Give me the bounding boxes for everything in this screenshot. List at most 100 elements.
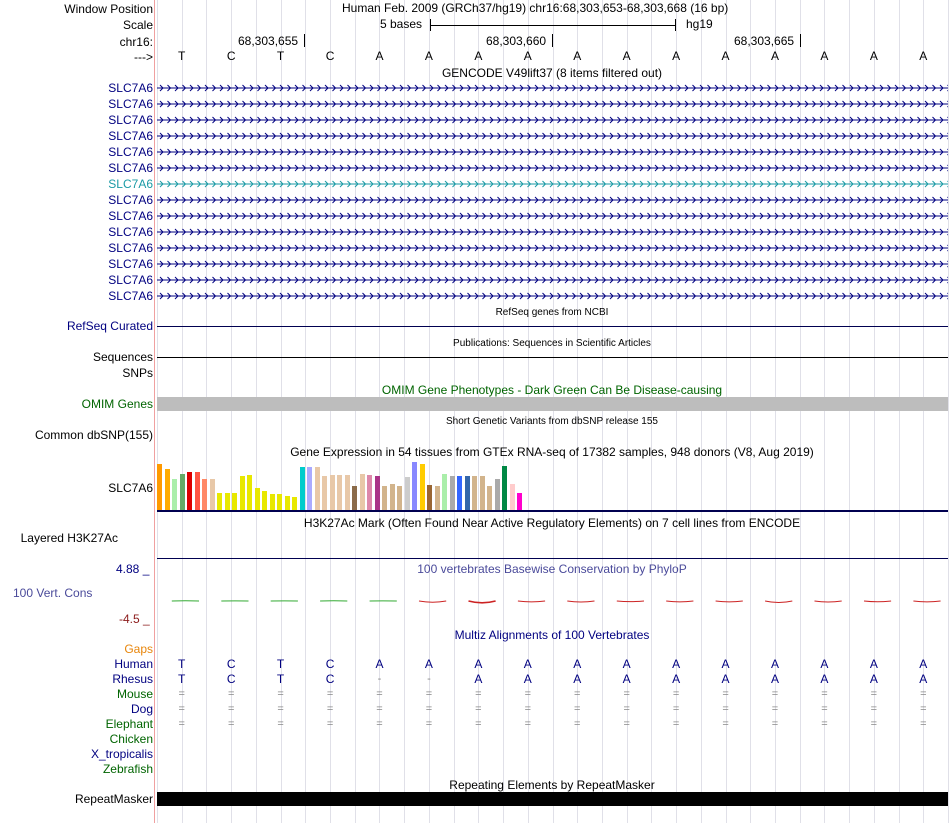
gencode-gene-label[interactable]: SLC7A6	[108, 145, 153, 159]
gencode-gene-label[interactable]: SLC7A6	[108, 257, 153, 271]
gtex-tissue-bar[interactable]	[517, 493, 523, 510]
gtex-tissue-bar[interactable]	[389, 483, 395, 510]
species-label[interactable]: Human	[114, 657, 153, 671]
gencode-transcript[interactable]	[157, 130, 948, 142]
common-dbsnp-label[interactable]: Common dbSNP(155)	[34, 428, 153, 442]
omim-genes-label[interactable]: OMIM Genes	[81, 397, 153, 411]
gtex-tissue-bar[interactable]	[479, 476, 485, 510]
phylop-track-title[interactable]: 100 vertebrates Basewise Conservation by…	[417, 562, 687, 576]
gencode-transcript[interactable]	[157, 82, 948, 94]
gtex-gene-label[interactable]: SLC7A6	[108, 481, 153, 495]
gtex-tissue-bar[interactable]	[352, 486, 358, 510]
gtex-tissue-bar[interactable]	[262, 490, 268, 510]
omim-track-title[interactable]: OMIM Gene Phenotypes - Dark Green Can Be…	[381, 383, 723, 397]
species-label[interactable]: X_tropicalis	[90, 747, 153, 761]
gencode-transcript[interactable]	[157, 162, 948, 174]
gencode-gene-label[interactable]: SLC7A6	[108, 97, 153, 111]
repeatmasker-label[interactable]: RepeatMasker	[74, 792, 153, 806]
species-label[interactable]: Elephant	[105, 717, 153, 731]
chrom-label[interactable]: chr16:	[119, 35, 153, 49]
gtex-tissue-bar[interactable]	[209, 478, 215, 510]
layered-h3k27ac-label[interactable]: Layered H3K27Ac	[20, 531, 118, 545]
gtex-tissue-bar[interactable]	[172, 478, 178, 510]
species-label[interactable]: Zebrafish	[102, 762, 153, 776]
gtex-tissue-bar[interactable]	[254, 488, 260, 510]
gencode-gene-label[interactable]: SLC7A6	[108, 161, 153, 175]
gencode-transcript[interactable]	[157, 98, 948, 110]
gencode-transcript[interactable]	[157, 194, 948, 206]
gencode-transcript[interactable]	[157, 114, 948, 126]
gencode-gene-label[interactable]: SLC7A6	[108, 273, 153, 287]
h3k27ac-track-title[interactable]: H3K27Ac Mark (Often Found Near Active Re…	[303, 516, 801, 530]
publications-track-title[interactable]: Publications: Sequences in Scientific Ar…	[453, 338, 651, 349]
gtex-tissue-bar[interactable]	[224, 493, 230, 510]
window-position-label[interactable]: Window Position	[64, 2, 153, 16]
gtex-tissue-bar[interactable]	[449, 476, 455, 510]
gencode-transcript[interactable]	[157, 178, 948, 190]
gencode-gene-label[interactable]: SLC7A6	[108, 177, 153, 191]
gaps-label[interactable]: Gaps	[124, 642, 153, 656]
refseq-track-title[interactable]: RefSeq genes from NCBI	[495, 307, 609, 318]
gtex-tissue-bar[interactable]	[247, 475, 253, 510]
gtex-tissue-bar[interactable]	[292, 496, 298, 510]
gencode-transcript[interactable]	[157, 258, 948, 270]
gtex-tissue-bar[interactable]	[359, 474, 365, 510]
gencode-gene-label[interactable]: SLC7A6	[108, 225, 153, 239]
gtex-tissue-bar[interactable]	[217, 493, 223, 510]
gencode-gene-label[interactable]: SLC7A6	[108, 81, 153, 95]
gtex-tissue-bar[interactable]	[457, 476, 463, 510]
gencode-gene-label[interactable]: SLC7A6	[108, 289, 153, 303]
gtex-tissue-bar[interactable]	[314, 466, 320, 510]
refseq-curated-label[interactable]: RefSeq Curated	[66, 319, 153, 333]
gencode-transcript[interactable]	[157, 210, 948, 222]
sequences-label[interactable]: Sequences	[92, 350, 153, 364]
gtex-tissue-bar[interactable]	[277, 494, 283, 510]
gtex-tissue-bar[interactable]	[434, 486, 440, 510]
gtex-track-title[interactable]: Gene Expression in 54 tissues from GTEx …	[290, 445, 814, 459]
snps-label[interactable]: SNPs	[122, 366, 153, 380]
gtex-tissue-bar[interactable]	[487, 486, 493, 510]
gtex-tissue-bar[interactable]	[382, 486, 388, 510]
gtex-tissue-bar[interactable]	[419, 464, 425, 510]
gtex-tissue-bar[interactable]	[322, 476, 328, 510]
gtex-tissue-bar[interactable]	[307, 466, 313, 510]
gtex-tissue-bar[interactable]	[269, 494, 275, 510]
gtex-tissue-bar[interactable]	[284, 495, 290, 510]
multiz-track-title[interactable]: Multiz Alignments of 100 Vertebrates	[454, 628, 650, 642]
repeatmasker-track-title[interactable]: Repeating Elements by RepeatMasker	[449, 778, 655, 792]
gencode-gene-label[interactable]: SLC7A6	[108, 193, 153, 207]
gtex-tissue-bar[interactable]	[367, 475, 373, 510]
gtex-tissue-bar[interactable]	[509, 483, 515, 510]
vert-cons-label[interactable]: 100 Vert. Cons	[13, 586, 93, 600]
gtex-tissue-bar[interactable]	[194, 471, 200, 510]
species-label[interactable]: Mouse	[116, 687, 153, 701]
gtex-tissue-bar[interactable]	[374, 476, 380, 510]
gtex-tissue-bar[interactable]	[299, 466, 305, 510]
species-label[interactable]: Rhesus	[112, 672, 153, 686]
gencode-track-title[interactable]: GENCODE V49lift37 (8 items filtered out)	[441, 66, 663, 80]
gtex-tissue-bar[interactable]	[232, 493, 238, 510]
strand-label[interactable]: --->	[134, 50, 153, 64]
gtex-tissue-bar[interactable]	[397, 486, 403, 510]
gtex-tissue-bar[interactable]	[502, 465, 508, 510]
refseq-track-line[interactable]	[157, 326, 948, 327]
gencode-gene-label[interactable]: SLC7A6	[108, 241, 153, 255]
gtex-tissue-bar[interactable]	[329, 475, 335, 510]
gtex-tissue-bar[interactable]	[164, 469, 170, 510]
omim-gene-bar[interactable]	[157, 397, 948, 411]
gencode-gene-label[interactable]: SLC7A6	[108, 209, 153, 223]
gencode-transcript[interactable]	[157, 290, 948, 302]
publications-track-line[interactable]	[157, 357, 948, 358]
gtex-tissue-bar[interactable]	[442, 474, 448, 510]
scale-label[interactable]: Scale	[122, 18, 153, 32]
gencode-gene-label[interactable]: SLC7A6	[108, 129, 153, 143]
gtex-tissue-bar[interactable]	[494, 478, 500, 510]
gtex-tissue-bar[interactable]	[157, 464, 163, 510]
dbsnp-track-title[interactable]: Short Genetic Variants from dbSNP releas…	[446, 416, 658, 427]
gtex-tissue-bar[interactable]	[337, 475, 343, 510]
gtex-tissue-bar[interactable]	[412, 462, 418, 510]
gtex-tissue-bar[interactable]	[472, 476, 478, 510]
gtex-tissue-bar[interactable]	[239, 476, 245, 510]
gencode-gene-label[interactable]: SLC7A6	[108, 113, 153, 127]
gtex-tissue-bar[interactable]	[202, 478, 208, 510]
